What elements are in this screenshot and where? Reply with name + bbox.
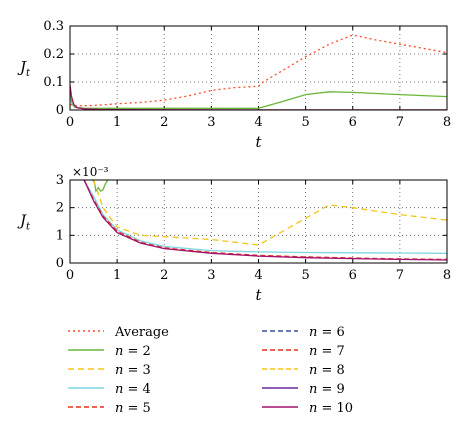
x-tick-label: 1 — [113, 115, 121, 130]
y-scale-label: ×10⁻³ — [72, 165, 109, 179]
x-tick-label: 7 — [396, 115, 404, 130]
x-tick-label: 8 — [443, 268, 451, 283]
plot-frame — [69, 179, 448, 264]
legend-label: n = 8 — [309, 363, 345, 378]
series-line-n4 — [83, 180, 447, 254]
x-tick-label: 3 — [207, 115, 215, 130]
x-tick-label: 7 — [396, 268, 404, 283]
y-tick-label: 0.2 — [43, 47, 64, 62]
chart-panel-bottom: 0 1 2 3 4 5 6 7 8 0 1 2 3 t Jt ×10⁻³ — [17, 165, 451, 304]
x-tick-label: 6 — [349, 268, 357, 283]
y-axis-label: Jt — [17, 212, 31, 233]
x-tick-label: 2 — [160, 115, 168, 130]
x-tick-label: 4 — [254, 268, 262, 283]
y-tick-label: 2 — [56, 201, 64, 216]
x-tick-label: 1 — [113, 268, 121, 283]
legend-label: Average — [114, 325, 169, 340]
series-line-n10 — [83, 180, 447, 261]
x-axis-label: t — [255, 133, 262, 151]
x-tick-label: 2 — [160, 268, 168, 283]
y-tick-label: 0 — [56, 103, 64, 118]
chart-panel-top: 0 1 2 3 4 5 6 7 8 0 0.1 0.2 0.3 t Jt — [17, 19, 451, 151]
plot-frame — [69, 25, 448, 111]
x-tick-label: 5 — [301, 115, 309, 130]
y-tick-label: 0.1 — [43, 75, 64, 90]
legend-label: n = 9 — [309, 382, 345, 397]
x-axis-label: t — [255, 286, 262, 304]
legend-label: n = 2 — [115, 344, 151, 359]
legend-label: n = 3 — [115, 363, 151, 378]
legend-label: n = 6 — [309, 325, 345, 340]
x-tick-label: 3 — [207, 268, 215, 283]
x-tick-label: 8 — [443, 115, 451, 130]
y-tick-label: 3 — [56, 173, 64, 188]
legend: Average n = 2 n = 3 n = 4 n = 5 n = 6 n = 7 n =… — [68, 325, 353, 416]
x-tick-label: 6 — [349, 115, 357, 130]
x-tick-label: 0 — [66, 115, 74, 130]
series-line-n3 — [92, 180, 447, 246]
y-axis-label: Jt — [17, 58, 31, 79]
x-tick-label: 0 — [66, 268, 74, 283]
x-tick-label: 4 — [254, 115, 262, 130]
legend-label: n = 4 — [115, 382, 151, 397]
series-line-n5 — [83, 180, 447, 261]
y-tick-label: 0.3 — [43, 19, 64, 34]
legend-label: n = 5 — [115, 401, 151, 416]
legend-label: n = 7 — [309, 344, 345, 359]
y-tick-label: 1 — [56, 228, 64, 243]
y-tick-label: 0 — [56, 256, 64, 271]
x-tick-label: 5 — [301, 268, 309, 283]
legend-label: n = 10 — [309, 401, 353, 416]
